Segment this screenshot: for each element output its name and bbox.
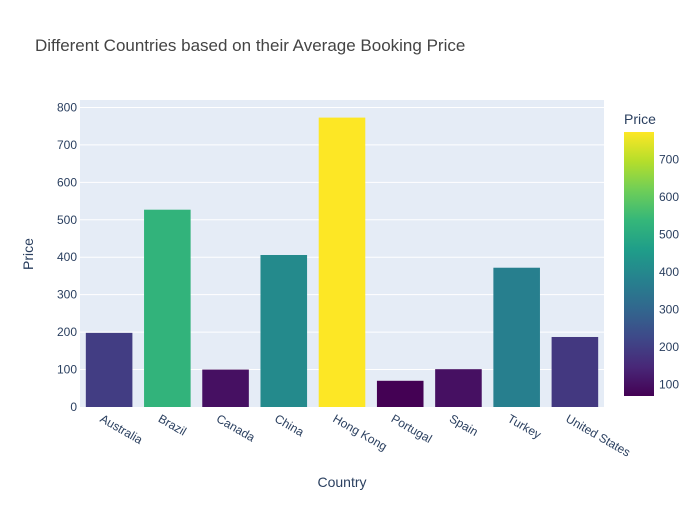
x-tick-label: Spain [447, 411, 481, 438]
colorbar-tick-label: 700 [659, 152, 679, 166]
x-tick-label: Australia [98, 411, 146, 447]
x-tick-label: Brazil [156, 411, 189, 438]
y-tick-label: 600 [57, 175, 77, 189]
bar[interactable] [551, 336, 599, 407]
bar[interactable] [85, 332, 133, 407]
colorbar-tick-label: 200 [659, 340, 679, 354]
y-tick-label: 500 [57, 213, 77, 227]
x-tick-label: Turkey [505, 411, 543, 441]
x-axis-label: Country [317, 474, 366, 490]
colorbar-tick-label: 100 [659, 378, 679, 392]
chart-title: Different Countries based on their Avera… [35, 36, 465, 55]
y-tick-label: 700 [57, 138, 77, 152]
bar[interactable] [376, 380, 424, 407]
colorbar-tick-label: 500 [659, 228, 679, 242]
y-tick-label: 300 [57, 288, 77, 302]
colorbar: Price 100 200 300 400 500 600 700 [624, 111, 679, 396]
bar[interactable] [435, 369, 482, 407]
colorbar-title: Price [624, 111, 656, 127]
colorbar-tick-label: 300 [659, 303, 679, 317]
y-tick-label: 400 [57, 250, 77, 264]
bar[interactable] [493, 267, 540, 407]
bars [85, 117, 599, 407]
bar[interactable] [144, 209, 191, 407]
bar[interactable] [202, 369, 249, 407]
x-tick-label: Canada [214, 411, 258, 444]
y-tick-label: 200 [57, 325, 77, 339]
y-axis-label: Price [20, 238, 36, 270]
x-tick-label: China [272, 411, 306, 439]
y-tick-label: 0 [70, 400, 77, 414]
y-tick-label: 100 [57, 363, 77, 377]
colorbar-gradient [624, 132, 654, 396]
x-tick-label: Portugal [389, 411, 435, 445]
y-axis-ticks: 0 100 200 300 400 500 600 700 800 [57, 100, 77, 414]
bar[interactable] [260, 254, 308, 407]
colorbar-tick-label: 600 [659, 190, 679, 204]
bar[interactable] [318, 117, 366, 407]
colorbar-ticks: 100 200 300 400 500 600 700 [659, 152, 679, 391]
x-tick-label: United States [563, 411, 632, 459]
x-tick-label: Hong Kong [331, 411, 390, 453]
y-tick-label: 800 [57, 100, 77, 114]
x-axis-ticks: Australia Brazil Canada China Hong Kong Portu… [98, 411, 633, 459]
colorbar-tick-label: 400 [659, 265, 679, 279]
